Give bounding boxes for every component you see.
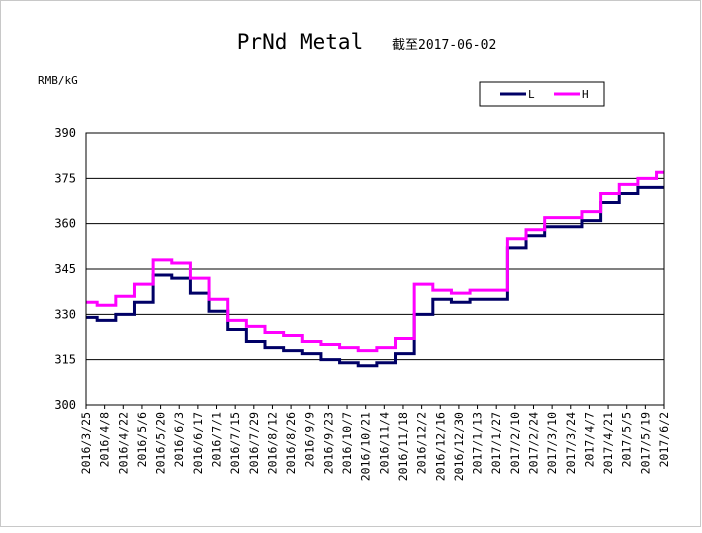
y-tick-label: 315	[54, 353, 76, 367]
y-tick-label: 390	[54, 126, 76, 140]
x-tick-label: 2017/2/24	[526, 412, 540, 474]
x-tick-label: 2016/7/29	[247, 412, 261, 474]
y-tick-label: 375	[54, 171, 76, 185]
x-tick-label: 2017/6/2	[657, 412, 671, 467]
x-tick-label: 2016/3/25	[79, 412, 93, 474]
series-line-h	[86, 170, 664, 353]
series-line-l	[86, 185, 664, 368]
x-tick-label: 2016/5/20	[154, 412, 168, 474]
x-tick-label: 2017/1/13	[471, 412, 485, 474]
x-tick-label: 2016/6/3	[172, 412, 186, 467]
x-tick-label: 2016/12/2	[415, 412, 429, 474]
grid	[86, 177, 664, 361]
series-lines	[86, 170, 664, 368]
chart-subtitle: 截至2017-06-02	[392, 38, 496, 53]
x-tick-label: 2016/4/8	[98, 412, 112, 467]
x-tick-label: 2016/5/6	[135, 412, 149, 467]
legend-label-h: H	[582, 88, 589, 101]
x-tick-label: 2016/12/30	[452, 412, 466, 481]
y-tick-labels: 300 315 330 345 360 375 390	[54, 126, 76, 412]
x-tick-label: 2016/6/17	[191, 412, 205, 474]
x-tick-label: 2017/3/24	[564, 412, 578, 474]
y-tick-label: 360	[54, 217, 76, 231]
x-tick-label: 2016/11/18	[396, 412, 410, 481]
x-tick-label: 2016/12/16	[433, 412, 447, 481]
x-tick-label: 2016/8/26	[284, 412, 298, 474]
legend-label-l: L	[528, 88, 535, 101]
x-tick-label: 2017/5/5	[620, 412, 634, 467]
x-tick-label: 2016/4/22	[116, 412, 130, 474]
x-tick-label: 2017/2/10	[508, 412, 522, 474]
y-tick-label: 300	[54, 398, 76, 412]
x-tick-label: 2017/4/7	[582, 412, 596, 467]
x-tick-label: 2017/4/21	[601, 412, 615, 474]
x-tick-label: 2016/11/4	[377, 412, 391, 474]
plot-area	[85, 132, 665, 406]
x-tick-label: 2016/10/7	[340, 412, 354, 474]
x-tick-label: 2017/3/10	[545, 412, 559, 474]
chart-title: PrNd Metal	[237, 30, 363, 54]
y-tick-label: 345	[54, 262, 76, 276]
y-axis-label: RMB/kG	[38, 74, 78, 87]
x-tick-label: 2016/9/9	[303, 412, 317, 467]
x-tick-label: 2016/7/15	[228, 412, 242, 474]
x-tick-label: 2016/9/23	[321, 412, 335, 474]
y-tick-label: 330	[54, 307, 76, 321]
legend: L H	[479, 81, 605, 107]
x-tick-labels: 2016/3/25 2016/4/8 2016/4/22 2016/5/6 2016/5…	[79, 405, 671, 481]
x-tick-label: 2017/5/19	[638, 412, 652, 474]
x-tick-label: 2017/1/27	[489, 412, 503, 474]
x-tick-label: 2016/7/1	[210, 412, 224, 467]
x-tick-label: 2016/8/12	[265, 412, 279, 474]
x-tick-label: 2016/10/21	[359, 412, 373, 481]
